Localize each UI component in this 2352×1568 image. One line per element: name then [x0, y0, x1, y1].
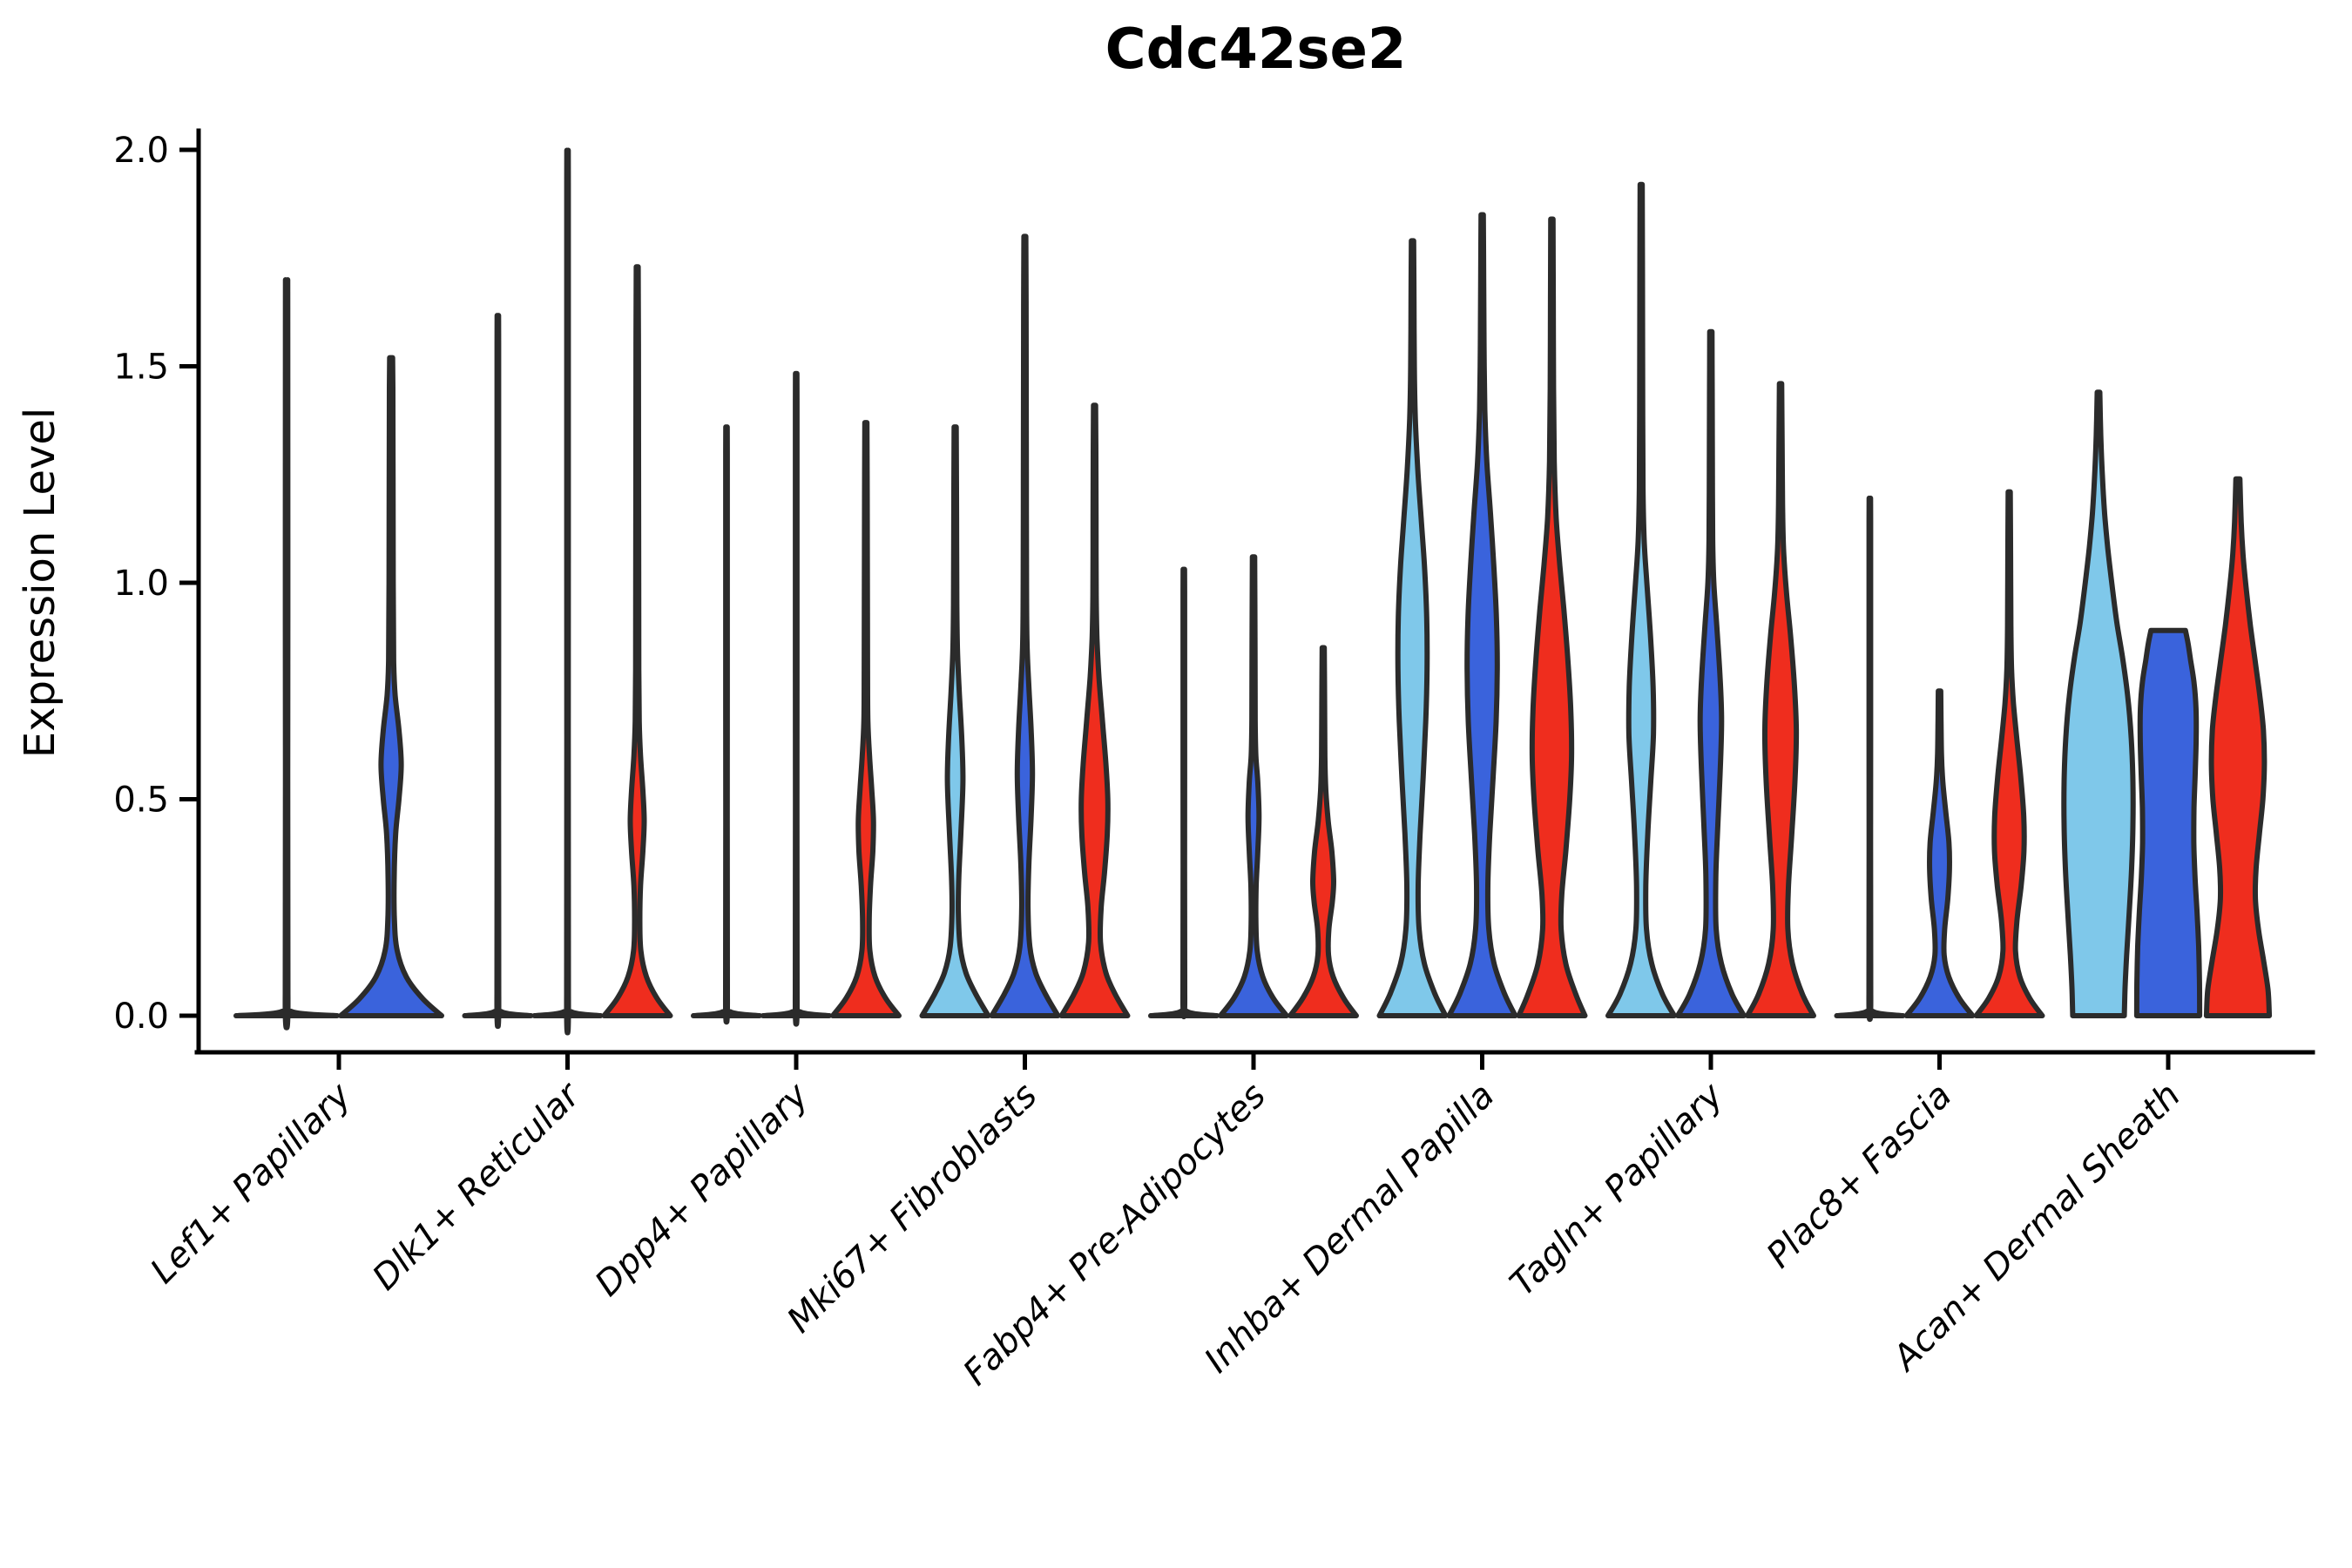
x-axis-ticks: Lef1+ Papillary Dlk1+ Reticular Dpp4+ Papi…	[143, 1052, 2188, 1393]
y-tick-label: 0.0	[113, 997, 169, 1037]
violin-group	[1148, 554, 1359, 1019]
violin-blue	[1675, 328, 1747, 1018]
violin-group	[691, 370, 902, 1027]
chart-title: Cdc42se2	[1105, 17, 1407, 82]
violin-blue	[1903, 688, 1976, 1018]
violin-red	[1058, 402, 1131, 1018]
violin-blue	[531, 147, 604, 1036]
y-axis-label: Expression Level	[16, 408, 64, 759]
violin-red	[830, 420, 902, 1018]
x-tick-label: Plac8+ Fascia	[1759, 1076, 1959, 1276]
y-tick-label: 0.5	[113, 781, 169, 821]
violin-red	[1516, 216, 1588, 1018]
violin-light_blue	[691, 424, 762, 1024]
violin-group	[1834, 489, 2045, 1023]
x-tick-label: Mki67+ Fibroblasts	[780, 1076, 1045, 1342]
y-axis-ticks: 0.0 0.5 1.0 1.5 2.0	[113, 131, 199, 1037]
violin-light_blue	[233, 277, 340, 1031]
violin-red	[601, 264, 673, 1018]
violin-light_blue	[462, 313, 534, 1030]
x-tick-label: Dpp4+ Papillary	[588, 1075, 817, 1304]
axes-layer: 0.0 0.5 1.0 1.5 2.0 Lef1+ Papillary Dlk1+ Ret…	[113, 128, 2315, 1393]
violin-red	[1745, 381, 1816, 1018]
violin-blue	[2133, 627, 2203, 1018]
violins-layer	[233, 147, 2273, 1036]
violin-group	[1376, 212, 1588, 1018]
violin-light_blue	[1376, 238, 1449, 1018]
violin-light_blue	[1148, 566, 1220, 1019]
x-tick-label: Tagln+ Papillary	[1503, 1075, 1732, 1304]
violin-red	[2203, 476, 2273, 1018]
violin-light_blue	[1605, 181, 1677, 1018]
violin-blue	[338, 355, 444, 1018]
violin-group	[2061, 389, 2273, 1018]
violin-group	[462, 147, 673, 1036]
violin-group	[1605, 181, 1816, 1018]
violin-blue	[1218, 554, 1289, 1018]
violin-group	[919, 233, 1131, 1018]
x-tick-label: Lef1+ Papillary	[143, 1075, 360, 1292]
violin-group	[233, 277, 444, 1031]
y-tick-label: 1.5	[113, 348, 169, 388]
x-tick-label: Dlk1+ Reticular	[365, 1074, 589, 1298]
violin-blue	[760, 370, 832, 1027]
y-tick-label: 2.0	[113, 131, 169, 171]
violin-light_blue	[1834, 496, 1906, 1023]
y-tick-label: 1.0	[113, 564, 169, 604]
violin-red	[1973, 489, 2045, 1018]
violin-blue	[989, 233, 1061, 1018]
violin-light_blue	[2061, 389, 2136, 1018]
violin-blue	[1446, 212, 1518, 1018]
violin-light_blue	[919, 424, 991, 1018]
violin-red	[1288, 645, 1359, 1018]
